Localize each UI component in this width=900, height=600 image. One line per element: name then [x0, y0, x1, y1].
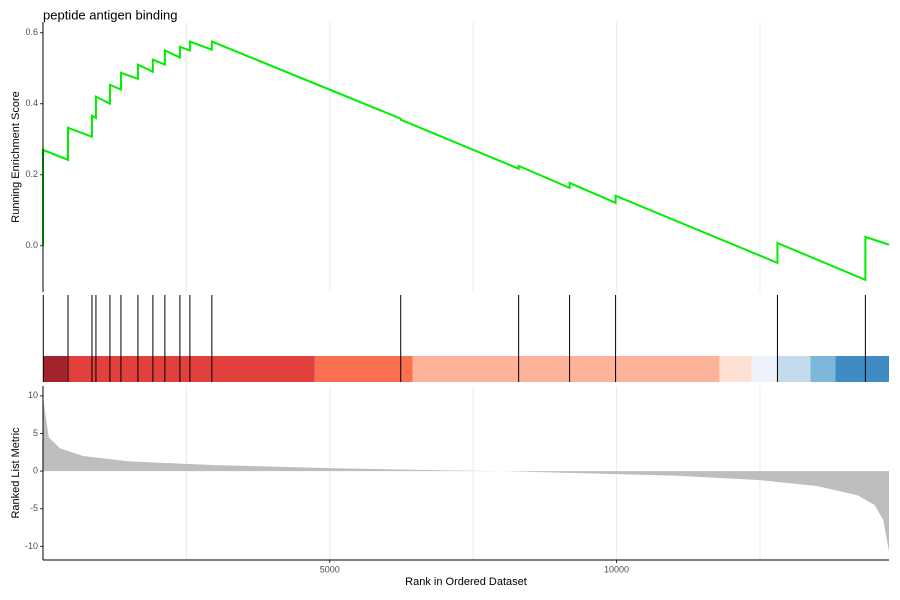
y-tick-label: 0.2 [25, 169, 38, 179]
x-tick-label: 10000 [604, 564, 629, 574]
y-tick-label: 10 [28, 390, 38, 400]
x-tick-label: 5000 [320, 564, 340, 574]
rank-band [751, 356, 778, 382]
y-tick-label: -5 [30, 503, 38, 513]
y-tick-label: 0.0 [25, 240, 38, 250]
rank-band [43, 356, 67, 382]
chart-title: peptide antigen binding [43, 7, 177, 22]
y-tick-label: 5 [33, 428, 38, 438]
rank-band [835, 356, 889, 382]
x-axis-label: Rank in Ordered Dataset [405, 576, 527, 588]
y-axis-label: Ranked List Metric [10, 427, 22, 519]
rank-band [314, 356, 413, 382]
y-tick-label: -10 [25, 541, 38, 551]
rank-band [777, 356, 811, 382]
rank-band [66, 356, 315, 382]
rank-band [412, 356, 720, 382]
score-line [42, 40, 890, 282]
y-axis-label: Running Enrichment Score [10, 91, 22, 222]
rank-band [719, 356, 752, 382]
y-tick-label: 0.4 [25, 98, 38, 108]
metric-area [43, 397, 889, 552]
y-tick-label: 0.6 [25, 27, 38, 37]
rank-band [810, 356, 836, 382]
y-tick-label: 0 [33, 465, 38, 475]
